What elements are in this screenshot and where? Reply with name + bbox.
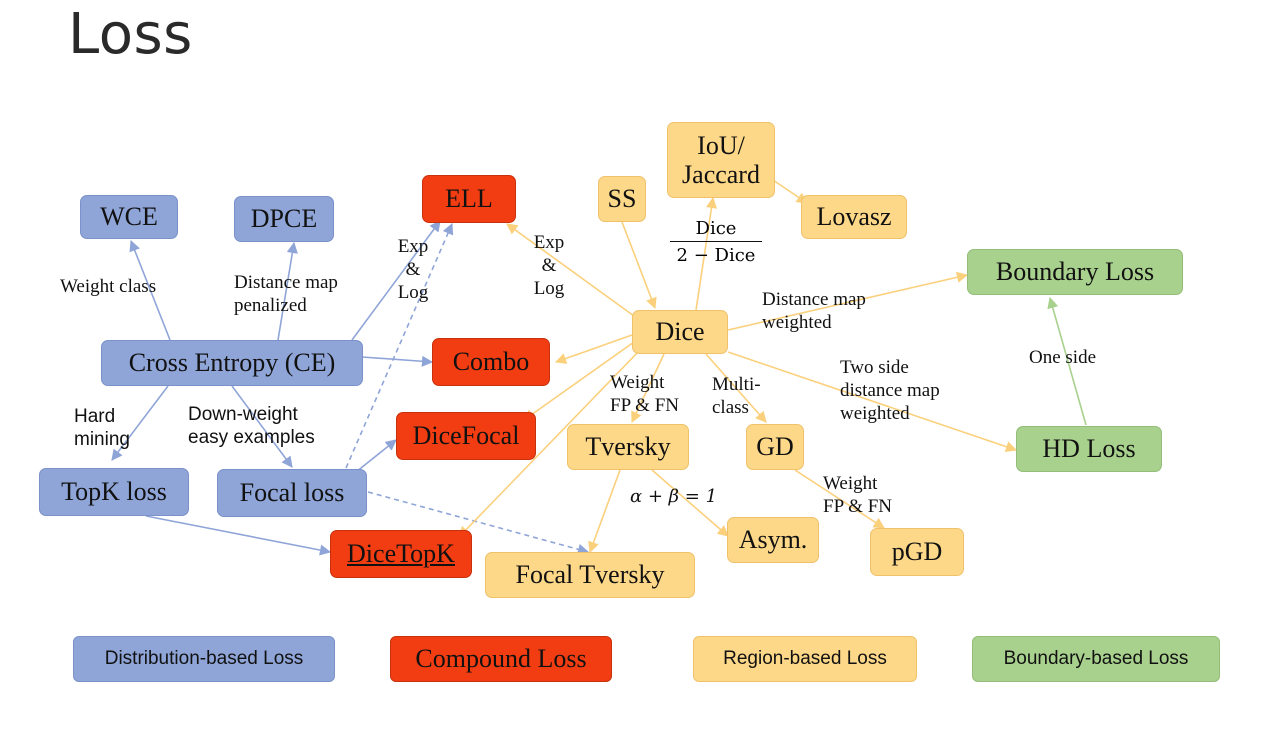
label-exp-log-right: Exp & Log bbox=[533, 232, 565, 299]
node-gd: GD bbox=[746, 424, 804, 470]
node-iou-jaccard: IoU/ Jaccard bbox=[667, 122, 775, 198]
edge-topk-dicetopk bbox=[145, 515, 332, 556]
node-dice: Dice bbox=[632, 310, 728, 354]
edge-hd-boundary bbox=[1047, 296, 1087, 426]
legend-compound: Compound Loss bbox=[390, 636, 612, 682]
label-dice-fraction: Dice 2 − Dice bbox=[670, 218, 762, 266]
node-ell: ELL bbox=[422, 175, 516, 223]
node-boundary-loss: Boundary Loss bbox=[967, 249, 1183, 295]
edge-ce-wce bbox=[129, 239, 171, 341]
edge-ss-dice bbox=[621, 221, 657, 310]
label-weight-class: Weight class bbox=[60, 276, 157, 297]
edge-tversky-asym bbox=[651, 469, 729, 537]
node-cross-entropy: Cross Entropy (CE) bbox=[101, 340, 363, 386]
node-dicetopk: DiceTopK bbox=[330, 530, 472, 578]
node-topk-loss: TopK loss bbox=[39, 468, 189, 516]
edge-ce-topk bbox=[111, 385, 169, 461]
label-dice-fraction-denominator: 2 − Dice bbox=[676, 245, 756, 266]
label-dice-fraction-numerator: Dice bbox=[670, 218, 762, 242]
node-asym: Asym. bbox=[727, 517, 819, 563]
label-two-side: Two side distance map weighted bbox=[840, 357, 940, 424]
legend-distribution-based: Distribution-based Loss bbox=[73, 636, 335, 682]
edge-iou-lovasz bbox=[769, 177, 808, 204]
legend-region-based: Region-based Loss bbox=[693, 636, 917, 682]
edge-gd-pgd bbox=[794, 469, 885, 529]
edge-dice-hd bbox=[727, 351, 1018, 453]
edge-ce-ell bbox=[351, 220, 441, 341]
edge-ce-dpce bbox=[277, 241, 298, 341]
node-focal-loss: Focal loss bbox=[217, 469, 367, 517]
label-down-weight: Down-weight easy examples bbox=[188, 404, 315, 448]
edge-dice-ell bbox=[506, 223, 635, 317]
node-tversky: Tversky bbox=[567, 424, 689, 470]
edge-dice-gd bbox=[705, 353, 767, 423]
label-multi-class: Multi- class bbox=[712, 374, 761, 418]
edge-dice-boundary bbox=[727, 271, 969, 331]
edge-focal-dicefocal bbox=[355, 439, 397, 473]
edge-focal-focaltversky-dashed bbox=[367, 491, 590, 555]
label-distance-map-weighted: Distance map weighted bbox=[762, 289, 866, 333]
node-ss: SS bbox=[598, 176, 646, 222]
label-exp-log-left: Exp & Log bbox=[397, 236, 429, 303]
edge-ce-combo bbox=[361, 355, 434, 367]
node-dpce: DPCE bbox=[234, 196, 334, 242]
edge-ce-focal bbox=[231, 385, 293, 468]
label-one-side: One side bbox=[1029, 347, 1097, 368]
node-wce: WCE bbox=[80, 195, 178, 239]
label-hard-mining: Hard mining bbox=[74, 406, 130, 450]
label-weight-fp-fn: Weight FP & FN bbox=[610, 372, 679, 416]
label-alpha-beta: α + β = 1 bbox=[630, 486, 718, 507]
edge-dice-dicefocal bbox=[523, 341, 635, 421]
edge-tversky-focaltversky bbox=[588, 469, 621, 554]
node-focal-tversky: Focal Tversky bbox=[485, 552, 695, 598]
node-lovasz: Lovasz bbox=[801, 195, 907, 239]
page-title: Loss bbox=[68, 2, 193, 67]
edge-dice-tversky bbox=[631, 353, 665, 424]
legend-boundary-based: Boundary-based Loss bbox=[972, 636, 1220, 682]
edge-dice-combo bbox=[554, 334, 633, 364]
node-pgd: pGD bbox=[870, 528, 964, 576]
node-hd-loss: HD Loss bbox=[1016, 426, 1162, 472]
node-dicefocal: DiceFocal bbox=[396, 412, 536, 460]
edge-dice-dicetopk bbox=[458, 349, 641, 538]
node-combo: Combo bbox=[432, 338, 550, 386]
label-weight-fp-fn-2: Weight FP & FN bbox=[823, 473, 892, 517]
label-distance-map-penalized: Distance map penalized bbox=[234, 272, 338, 316]
edge-dice-iou bbox=[695, 196, 718, 311]
